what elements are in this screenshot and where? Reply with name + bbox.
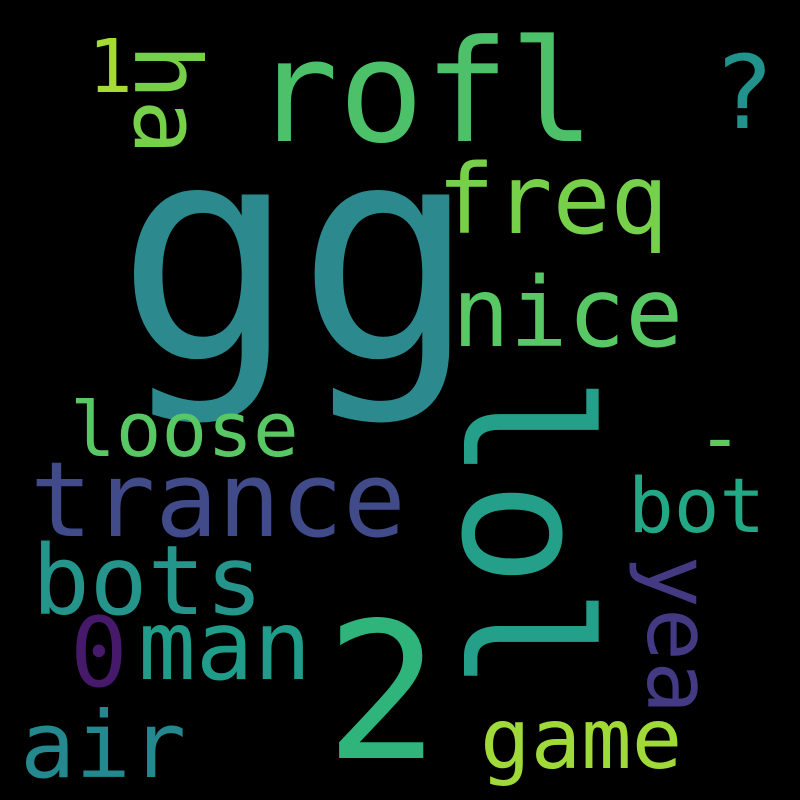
word-bot: bot [628, 461, 766, 550]
word-nice: nice [452, 257, 684, 369]
word-ha: ha [113, 44, 220, 155]
word-loose: loose [70, 385, 299, 474]
word-dash: - [697, 393, 743, 482]
word-trance: trance [30, 439, 406, 561]
word-0: 0 [70, 597, 128, 709]
word-air: air [20, 692, 187, 799]
word-man: man [138, 590, 312, 702]
word-freq: freq [437, 144, 669, 256]
word-2: 2 [325, 582, 440, 800]
word-game: game [480, 690, 683, 788]
word-rofl: rofl [253, 10, 595, 175]
word-gg: gg [116, 80, 478, 429]
word-question: ? [713, 34, 775, 153]
word-bots: bots [32, 525, 264, 637]
word-1: 1 [88, 24, 133, 110]
word-lol: lol [422, 375, 627, 693]
